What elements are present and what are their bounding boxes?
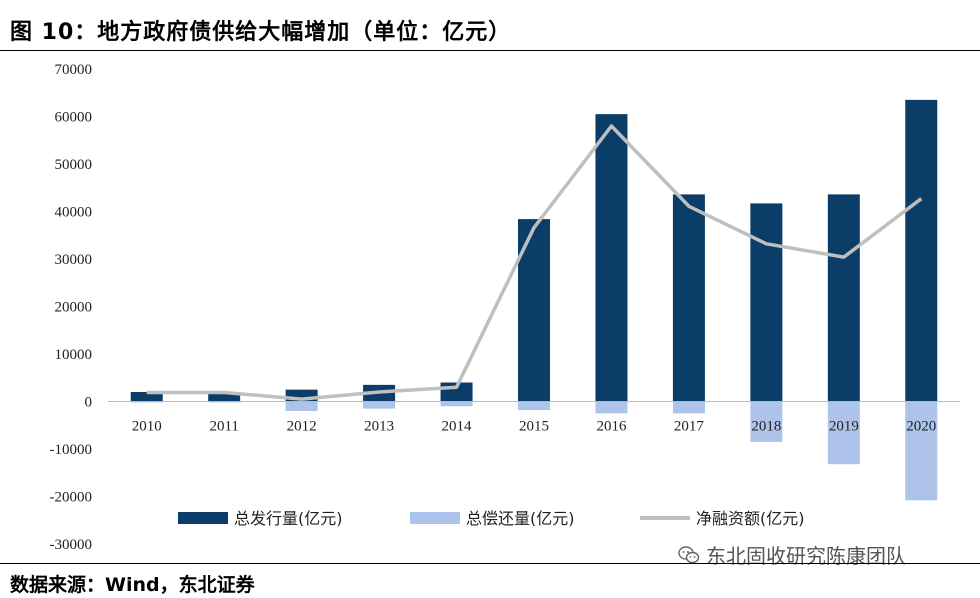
page-title: 图 10：地方政府债供给大幅增加（单位：亿元） <box>10 20 512 45</box>
repay-bar <box>905 401 938 501</box>
issue-bar <box>130 392 163 402</box>
y-tick-label: -10000 <box>50 442 93 458</box>
x-tick-label: 2011 <box>209 419 238 435</box>
x-tick-label: 2016 <box>596 419 627 435</box>
repay-bar <box>285 401 318 411</box>
x-tick-label: 2017 <box>674 419 705 435</box>
legend-swatch-issue <box>178 512 228 524</box>
watermark-text: 东北固收研究陈康团队 <box>706 544 906 568</box>
source-note: 数据来源：Wind，东北证券 <box>10 574 255 596</box>
issue-bar <box>285 389 318 402</box>
watermark: 东北固收研究陈康团队 <box>678 540 906 569</box>
y-tick-label: 60000 <box>55 110 93 126</box>
y-tick-label: 40000 <box>55 205 93 221</box>
y-tick-label: 70000 <box>55 62 93 78</box>
repay-bar <box>440 401 473 407</box>
issue-bar <box>905 99 938 402</box>
x-tick-label: 2020 <box>906 419 936 435</box>
x-tick-label: 2019 <box>829 419 859 435</box>
issue-bar <box>518 219 550 402</box>
y-tick-label: 10000 <box>55 347 93 363</box>
y-tick-label: 30000 <box>55 252 93 268</box>
legend-label-issue: 总发行量(亿元) <box>234 509 343 528</box>
issue-bar <box>595 114 628 402</box>
y-tick-label: 20000 <box>55 300 93 316</box>
issue-bar <box>208 392 241 402</box>
repay-bar <box>518 401 550 411</box>
x-tick-label: 2010 <box>132 419 162 435</box>
source-rule <box>0 563 980 564</box>
issue-bar <box>672 194 705 402</box>
legend-swatch-repay <box>410 512 460 524</box>
issue-bar <box>750 203 783 402</box>
x-tick-label: 2015 <box>519 419 549 435</box>
legend: 总发行量(亿元) 总偿还量(亿元) 净融资额(亿元) <box>178 509 805 528</box>
legend-label-repay: 总偿还量(亿元) <box>466 509 575 528</box>
x-tick-label: 2014 <box>442 419 473 435</box>
title-rule <box>0 50 980 51</box>
issue-bar <box>827 194 860 402</box>
repay-bar <box>827 401 860 465</box>
repay-bar <box>595 401 628 414</box>
wechat-icon <box>678 545 700 563</box>
repay-bar <box>672 401 705 414</box>
y-tick-label: 0 <box>85 395 93 411</box>
repay-bars <box>130 401 938 501</box>
y-tick-label: 50000 <box>55 157 93 173</box>
y-tick-label: -30000 <box>50 537 93 553</box>
repay-bar <box>750 401 783 442</box>
x-tick-label: 2018 <box>751 419 781 435</box>
y-axis-ticks: 70000 60000 50000 40000 30000 20000 10000 0 -100… <box>50 62 93 553</box>
chart: 70000 60000 50000 40000 30000 20000 10000 0 -100… <box>50 62 960 553</box>
net-financing-line <box>146 124 923 401</box>
legend-label-net: 净融资额(亿元) <box>696 509 805 528</box>
x-tick-label: 2012 <box>287 419 317 435</box>
y-tick-label: -20000 <box>50 490 93 506</box>
repay-bar <box>363 401 396 409</box>
x-axis-ticks: 2010 2011 2012 2013 2014 2015 2016 2017 2018 2019… <box>132 419 937 435</box>
x-tick-label: 2013 <box>364 419 394 435</box>
